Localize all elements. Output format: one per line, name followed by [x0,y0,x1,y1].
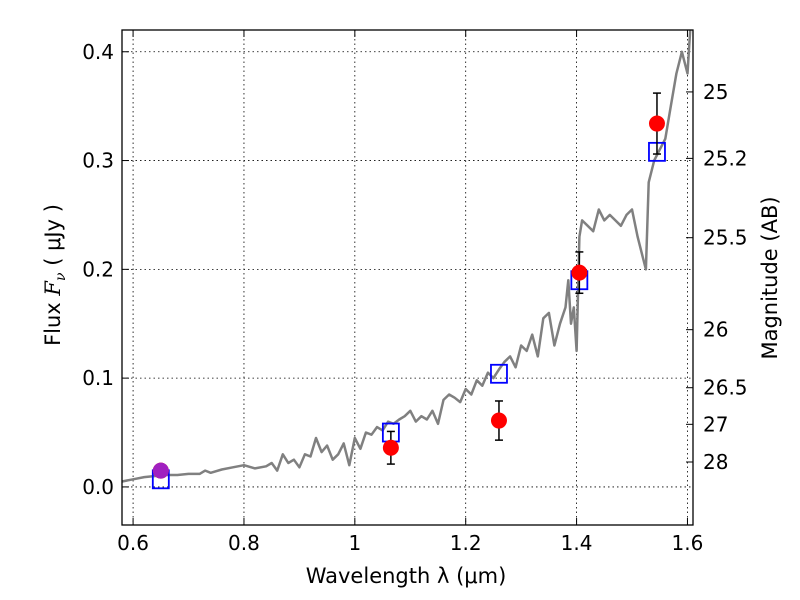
observed-photometry-point [648,115,665,132]
magnitude-tick-label: 26.5 [703,376,748,400]
x-tick-label: 0.8 [228,531,260,555]
magnitude-tick-labels: 25 25.2 25.5 26 26.5 27 28 [703,80,748,474]
magnitude-tick-label: 25.5 [703,226,748,250]
spectrum-line [121,29,692,483]
y-tick-label: 0.3 [82,149,114,173]
plot-frame [121,29,694,526]
x-axis-label: Wavelength λ (μm) [306,564,507,588]
magnitude-tick-label: 28 [703,450,728,474]
y-label-flux-subscript: ν [53,272,69,281]
y-tick-label: 0.1 [82,366,114,390]
highlighted-point [152,462,169,479]
x-tick-labels: 0.6 0.8 1 1.2 1.4 1.6 [117,531,703,555]
y-axis-label-left: Flux Fν ( μJy ) [41,204,69,346]
magnitude-tick-label: 26 [703,318,728,342]
observed-photometry-point [382,439,399,456]
magnitude-tick-label: 25 [703,80,728,104]
model-photometry-square [490,363,508,384]
y-tick-labels: 0.0 0.1 0.2 0.3 0.4 [82,40,114,499]
tick-marks [122,30,693,525]
observed-photometry-point [571,264,588,281]
y-tick-label: 0.0 [82,475,114,499]
x-tick-label: 1.2 [450,531,482,555]
plot-area [121,29,692,490]
y-label-flux-word: Flux [41,302,65,346]
magnitude-tick-label: 27 [703,412,728,436]
y-axis-label-right: Magnitude (AB) [758,196,782,359]
x-tick-label: 1 [348,531,361,555]
grid [122,30,693,525]
x-tick-label: 0.6 [117,531,149,555]
observed-photometry-point [490,412,507,429]
magnitude-tick-label: 25.2 [703,146,748,170]
y-label-flux-symbol: F [41,280,65,297]
y-tick-label: 0.4 [82,40,114,64]
y-tick-label: 0.2 [82,257,114,281]
x-tick-label: 1.6 [672,531,704,555]
x-tick-label: 1.4 [561,531,593,555]
y-label-flux-unit: ( μJy ) [41,204,65,266]
